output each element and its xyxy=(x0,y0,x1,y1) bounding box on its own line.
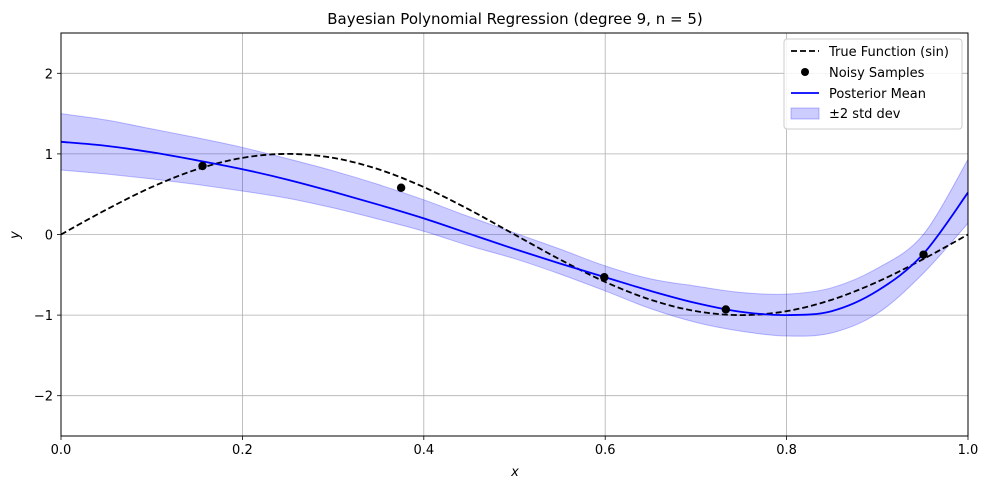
x-axis-ticks: 0.0 0.2 0.4 0.6 0.8 1.0 xyxy=(51,436,979,458)
y-axis-label: y xyxy=(8,231,23,240)
noisy-sample-point xyxy=(600,273,609,282)
x-tick-label: 0.6 xyxy=(595,443,616,458)
y-tick-label: 2 xyxy=(45,67,53,82)
line-layer xyxy=(60,140,969,317)
x-tick-label: 0.0 xyxy=(51,443,72,458)
posterior-mean-line xyxy=(60,140,969,317)
true-function-line xyxy=(60,152,969,317)
noisy-sample-point xyxy=(721,305,731,314)
x-tick-label: 0.2 xyxy=(232,443,253,458)
noisy-sample-point xyxy=(919,250,928,259)
noisy-sample-point xyxy=(396,183,406,192)
y-tick-label: −1 xyxy=(34,309,53,324)
x-tick-label: 1.0 xyxy=(958,443,979,458)
noisy-sample-point xyxy=(198,161,207,171)
chart-title: Bayesian Polynomial Regression (degree 9… xyxy=(327,10,702,28)
legend-box xyxy=(783,38,963,130)
y-tick-label: 0 xyxy=(45,229,53,244)
x-tick-label: 0.4 xyxy=(413,443,434,458)
point-layer xyxy=(198,161,928,314)
y-tick-label: −2 xyxy=(34,390,53,405)
y-tick-label: 1 xyxy=(45,148,53,163)
legend-label-noisy-samples: Noisy Samples xyxy=(829,66,925,81)
legend: True Function (sin) Noisy Samples Poster… xyxy=(783,38,963,130)
legend-label-std-band: ±2 std dev xyxy=(829,107,901,122)
legend-swatch-std-band xyxy=(790,107,820,120)
legend-label-true-function: True Function (sin) xyxy=(828,45,949,60)
legend-swatch-noisy-samples xyxy=(801,68,809,76)
legend-label-posterior-mean: Posterior Mean xyxy=(829,87,926,102)
x-tick-label: 0.8 xyxy=(776,443,797,458)
x-axis-label: x xyxy=(510,465,519,480)
y-axis-ticks: −2 −1 0 1 2 xyxy=(34,67,61,405)
